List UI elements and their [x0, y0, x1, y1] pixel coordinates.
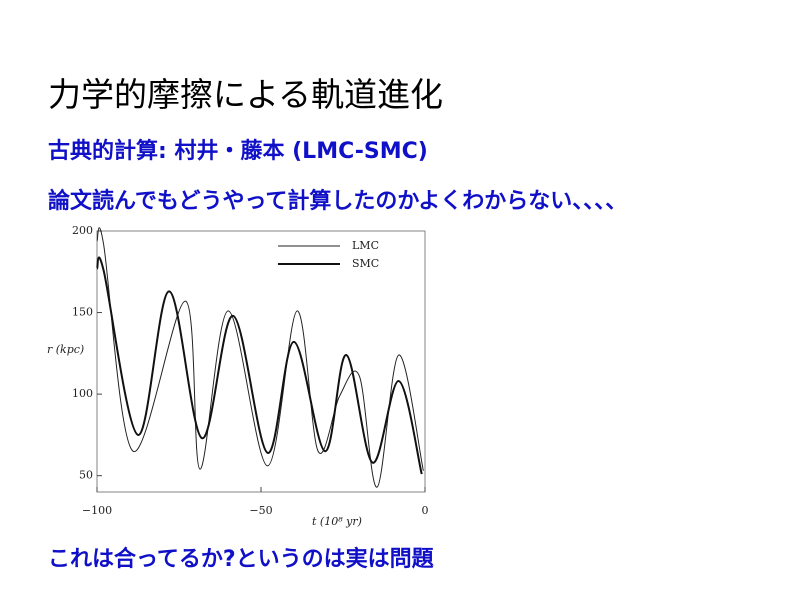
legend-label: SMC [352, 257, 379, 270]
y-axis-label: r (kpc) [47, 343, 84, 356]
series-line [96, 256, 423, 475]
x-tick-label: 0 [422, 504, 429, 517]
footer-note: これは合ってるか?というのは実は問題 [48, 547, 434, 572]
x-tick-label: −100 [82, 504, 112, 517]
y-tick-label: 150 [72, 306, 93, 319]
legend-label: LMC [352, 239, 379, 252]
series-line [96, 227, 424, 488]
y-tick-label: 200 [72, 224, 93, 237]
note: 論文読んでもどうやって計算したのかよくわからない、、、、 [48, 189, 628, 214]
y-tick-label: 50 [79, 469, 93, 482]
x-tick-label: −50 [249, 504, 272, 517]
slide-title: 力学的摩擦による軌道進化 [48, 75, 444, 114]
subtitle: 古典的計算: 村井・藤本 (LMC-SMC) [48, 139, 428, 164]
x-axis-label: t (10⁸ yr) [312, 515, 362, 528]
y-tick-label: 100 [72, 387, 93, 400]
